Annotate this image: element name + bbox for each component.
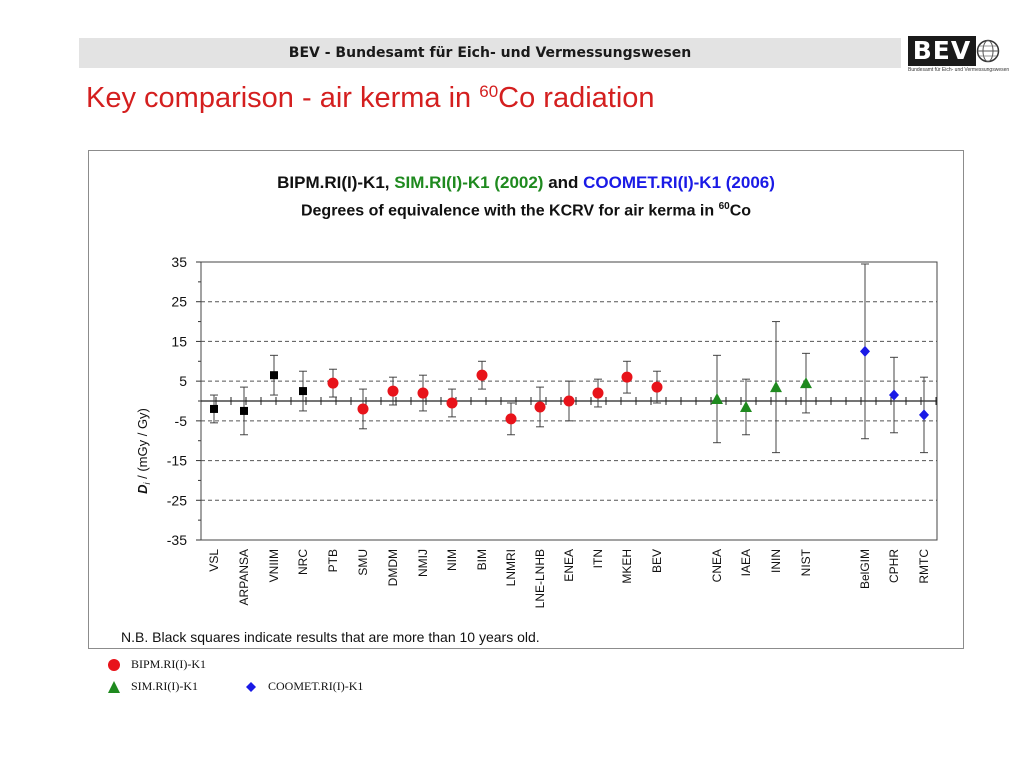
- legend-item: COOMET.RI(I)-K1: [244, 679, 363, 694]
- x-tick-label: ITN: [591, 549, 605, 568]
- data-point-circle: [651, 381, 663, 393]
- legend-item: SIM.RI(I)-K1: [107, 679, 198, 694]
- chart-subtitle: Degrees of equivalence with the KCRV for…: [300, 201, 752, 220]
- data-point-diamond: [860, 345, 870, 357]
- y-tick-label: 15: [171, 333, 187, 349]
- data-point-circle: [592, 387, 604, 399]
- data-point-circle: [563, 395, 575, 407]
- data-point-triangle: [740, 400, 752, 412]
- x-tick-label: BEV: [650, 549, 664, 573]
- x-tick-label: IAEA: [739, 549, 753, 576]
- chart-note: N.B. Black squares indicate results that…: [121, 629, 540, 645]
- x-tick-label: CPHR: [887, 549, 901, 583]
- x-tick-label: CNEA: [710, 549, 724, 582]
- y-tick-label: -5: [175, 413, 188, 429]
- x-tick-label: ARPANSA: [237, 549, 251, 605]
- legend-symbol-triangle: [108, 681, 120, 694]
- data-point-circle: [327, 377, 339, 389]
- data-point-diamond: [919, 409, 929, 421]
- data-point-circle: [534, 401, 546, 413]
- data-point-circle: [446, 397, 458, 409]
- x-tick-label: RMTC: [917, 549, 931, 584]
- x-tick-label: PTB: [326, 549, 340, 572]
- x-tick-label: BelGIM: [858, 549, 872, 589]
- logo-subtitle: Bundesamt für Eich- und Vermessungswesen: [908, 67, 1010, 73]
- data-point-square: [299, 387, 307, 396]
- data-point-circle: [621, 371, 633, 383]
- legend-symbol-circle: [108, 659, 120, 672]
- slide-title: Key comparison - air kerma in 60Co radia…: [86, 82, 655, 114]
- x-tick-label: NMIJ: [416, 549, 430, 577]
- legend-label: SIM.RI(I)-K1: [131, 679, 198, 693]
- y-tick-label: -35: [167, 532, 187, 548]
- legend-label: COOMET.RI(I)-K1: [268, 679, 364, 693]
- data-point-square: [210, 404, 218, 413]
- x-tick-label: LNE-LNHB: [533, 549, 547, 608]
- x-tick-label: NIM: [445, 549, 459, 571]
- x-tick-label: LNMRI: [504, 549, 518, 586]
- x-tick-label: DMDM: [386, 549, 400, 586]
- logo-word: BEV: [908, 36, 976, 66]
- x-tick-label: ENEA: [562, 549, 576, 582]
- x-tick-label: BIM: [475, 549, 489, 570]
- y-tick-label: 35: [171, 254, 187, 270]
- data-point-square: [270, 371, 278, 380]
- x-tick-label: ININ: [769, 549, 783, 573]
- legend-symbol-diamond: [246, 682, 256, 693]
- y-tick-label: -15: [167, 453, 187, 469]
- data-point-circle: [505, 413, 517, 425]
- data-point-diamond: [889, 389, 899, 401]
- x-tick-label: NRC: [296, 549, 310, 575]
- data-point-square: [240, 406, 248, 415]
- x-tick-label: SMU: [356, 549, 370, 576]
- y-axis-label: Di / (mGy / Gy): [135, 408, 152, 494]
- x-tick-label: VNIIM: [267, 549, 281, 582]
- legend-label: BIPM.RI(I)-K1: [131, 657, 206, 671]
- bev-logo: BEV Bundesamt für Eich- und Vermessungsw…: [908, 36, 1009, 76]
- x-tick-label: NIST: [799, 548, 813, 576]
- data-point-circle: [417, 387, 429, 399]
- x-tick-label: MKEH: [620, 549, 634, 584]
- y-tick-label: 5: [179, 373, 187, 389]
- legend-item: BIPM.RI(I)-K1: [107, 657, 206, 672]
- chart-title: BIPM.RI(I)-K1, SIM.RI(I)-K1 (2002) and C…: [277, 173, 775, 192]
- data-point-triangle: [800, 377, 812, 389]
- data-point-circle: [476, 369, 488, 381]
- chart-frame: BIPM.RI(I)-K1, SIM.RI(I)-K1 (2002) and C…: [88, 150, 964, 649]
- data-point-triangle: [770, 381, 782, 393]
- data-point-circle: [357, 403, 369, 415]
- data-point-circle: [387, 385, 399, 397]
- y-tick-label: -25: [167, 492, 187, 508]
- globe-icon: [976, 39, 1000, 63]
- header-text: BEV - Bundesamt für Eich- und Vermessung…: [288, 45, 692, 61]
- y-tick-label: 25: [171, 294, 187, 310]
- chart-plot: Di / (mGy / Gy) 35 25 15 5 -5 -15 -25 -35 VSL ARP…: [135, 254, 938, 608]
- x-tick-label: VSL: [207, 549, 221, 572]
- header-bar: BEV - Bundesamt für Eich- und Vermessung…: [79, 38, 901, 68]
- data-point-triangle: [711, 393, 723, 405]
